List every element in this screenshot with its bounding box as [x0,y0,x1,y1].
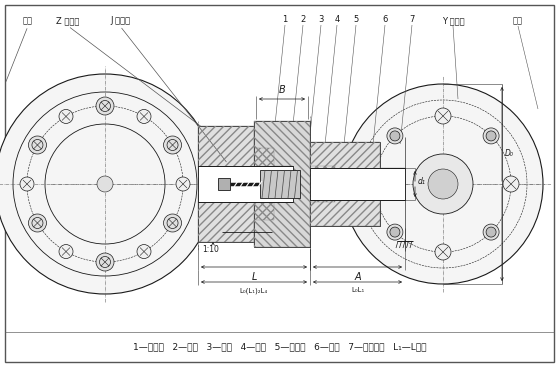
Text: 1: 1 [282,15,288,24]
Circle shape [137,244,151,258]
Text: A: A [354,272,361,282]
Text: L: L [252,272,257,282]
Circle shape [387,128,403,144]
Circle shape [97,176,113,192]
Bar [218,178,230,190]
Circle shape [435,244,451,260]
Bar [198,166,293,202]
Circle shape [387,224,403,240]
Text: 1:10: 1:10 [202,244,220,254]
Circle shape [483,128,499,144]
Circle shape [29,214,46,232]
Text: 4: 4 [334,15,340,24]
Polygon shape [198,126,293,242]
Text: L₀L₁: L₀L₁ [351,287,364,293]
Text: d₁: d₁ [418,178,426,186]
Circle shape [0,74,215,294]
Polygon shape [254,121,335,247]
Text: 标志: 标志 [23,16,33,25]
Circle shape [390,227,400,237]
Circle shape [428,169,458,199]
Text: D₀: D₀ [505,149,514,159]
Circle shape [483,224,499,240]
Circle shape [164,136,182,154]
Circle shape [96,97,114,115]
Circle shape [435,108,451,124]
Text: Y 型轴孔: Y 型轴孔 [442,16,465,25]
Bar [260,170,300,198]
Circle shape [367,176,383,192]
Circle shape [137,109,151,123]
Bar [310,168,405,200]
Circle shape [343,84,543,284]
Circle shape [503,176,519,192]
Circle shape [413,154,473,214]
Text: 1—制动轮   2—螺母   3—垄圈   4—挡圈   5—弹性套   6—柱销   7—半联轴器   L₁—L推荐: 1—制动轮 2—螺母 3—垄圈 4—挡圈 5—弹性套 6—柱销 7—半联轴器 L… [133,342,427,352]
Circle shape [20,177,34,191]
Text: 2: 2 [300,15,306,24]
Text: L₀(L₁)₂L₄: L₀(L₁)₂L₄ [240,287,268,294]
Circle shape [96,253,114,271]
Text: 5: 5 [353,15,359,24]
Text: B: B [278,85,286,95]
Text: Z 型轴孔: Z 型轴孔 [56,16,80,25]
Circle shape [176,177,190,191]
Text: J 型轴孔: J 型轴孔 [110,16,130,25]
Circle shape [59,244,73,258]
Circle shape [486,131,496,141]
Text: 3: 3 [318,15,324,24]
Circle shape [164,214,182,232]
Polygon shape [310,142,405,226]
Circle shape [486,227,496,237]
Circle shape [29,136,46,154]
Circle shape [390,131,400,141]
Text: 标志: 标志 [513,16,523,25]
Text: 7: 7 [409,15,415,24]
Text: 6: 6 [382,15,388,24]
Circle shape [59,109,73,123]
